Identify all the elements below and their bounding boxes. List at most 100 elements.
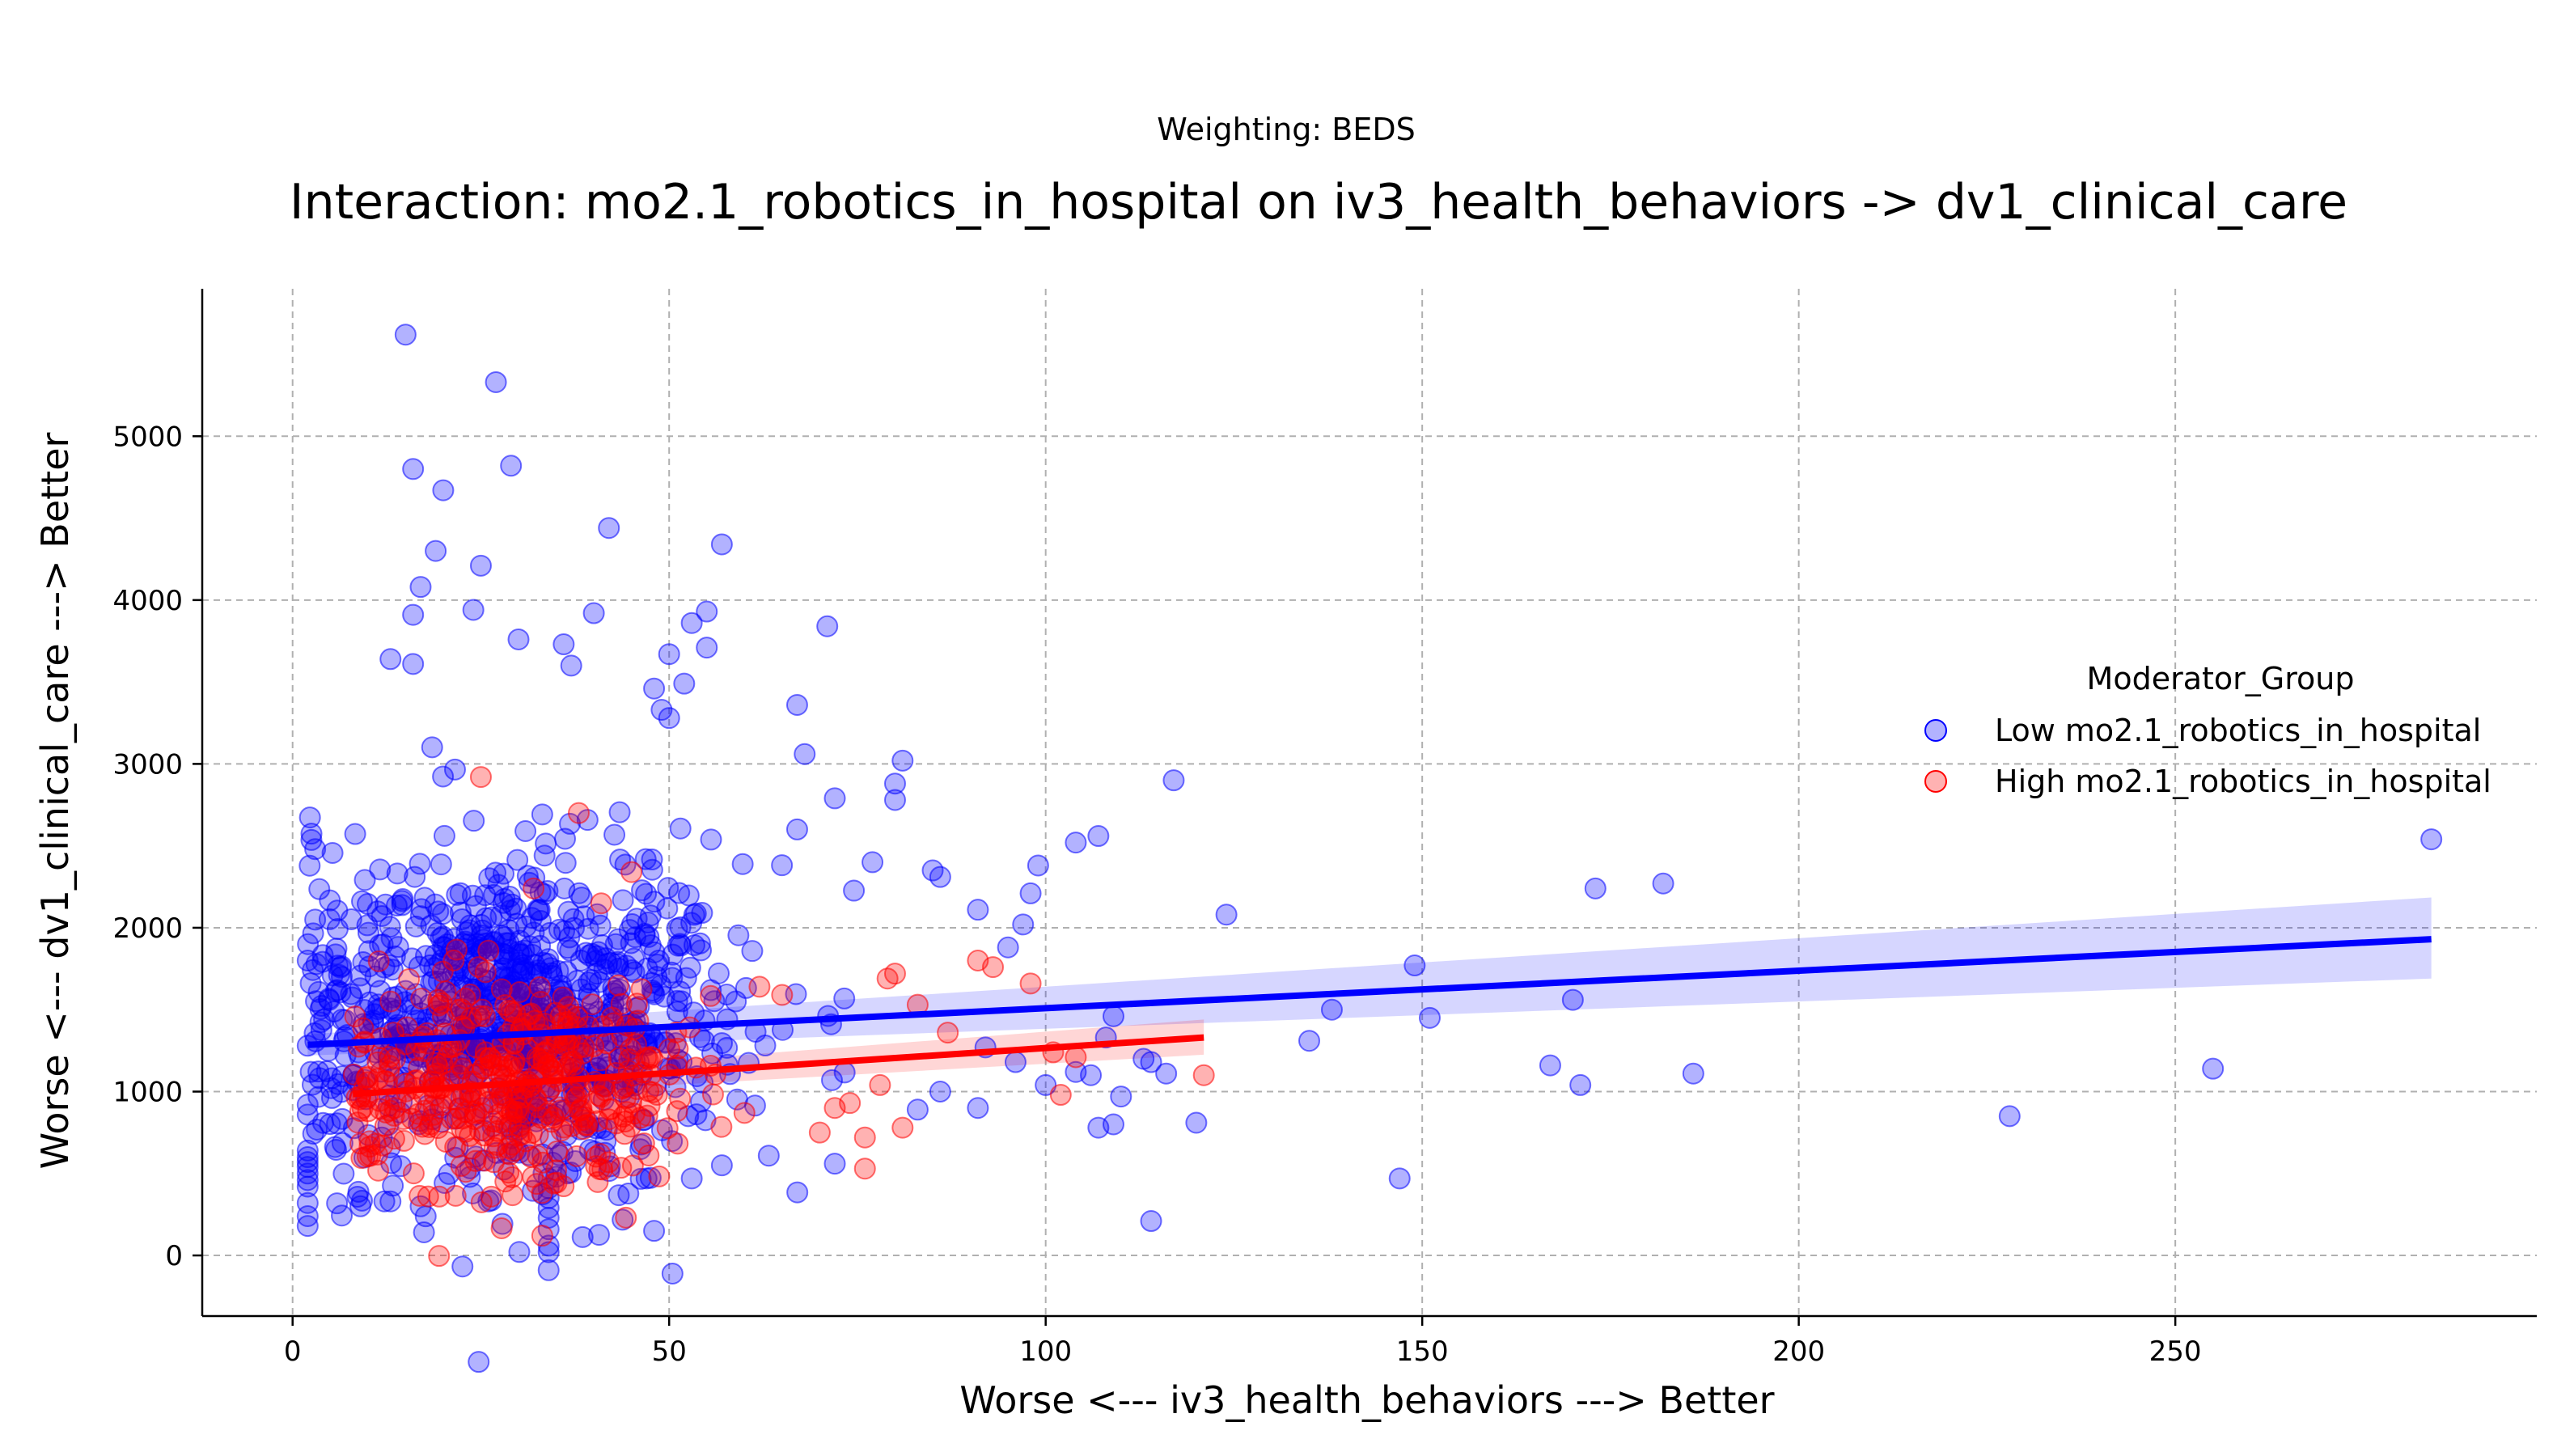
data-point-high — [1065, 1046, 1087, 1069]
data-point-high — [590, 892, 612, 915]
data-point-high — [400, 1093, 422, 1115]
data-point-low — [536, 879, 559, 902]
data-point-low — [603, 823, 626, 846]
data-point-high — [468, 955, 490, 978]
data-point-low — [296, 1215, 319, 1238]
data-point-low — [731, 853, 754, 875]
data-point-high — [367, 950, 390, 972]
data-point-low — [344, 823, 366, 845]
grid-lines — [202, 289, 2537, 1316]
data-point-low — [305, 990, 328, 1013]
x-tick-label: 200 — [1772, 1335, 1825, 1368]
x-tick-label: 50 — [652, 1335, 687, 1368]
data-point-high — [562, 1054, 585, 1077]
data-point-low — [1102, 1113, 1124, 1136]
data-point-low — [469, 554, 492, 577]
x-axis-ticks: 0 50 100 150 200 250 — [284, 1316, 2202, 1368]
data-point-low — [1087, 825, 1110, 848]
data-point-low — [533, 844, 556, 867]
data-point-high — [445, 938, 468, 961]
data-point-high — [455, 1161, 477, 1183]
data-point-low — [578, 971, 600, 994]
data-point-low — [967, 1097, 989, 1120]
data-point-low — [1065, 1060, 1087, 1083]
data-point-low — [669, 817, 692, 840]
data-point-low — [1140, 1051, 1162, 1073]
data-point-high — [427, 988, 450, 1011]
data-point-low — [319, 1113, 341, 1136]
axes — [201, 289, 2537, 1318]
data-point-low — [1012, 913, 1035, 936]
data-point-high — [490, 978, 513, 1001]
data-point-high — [597, 1108, 620, 1131]
data-point-high — [535, 1041, 557, 1064]
data-point-low — [696, 637, 718, 659]
data-point-high — [637, 1144, 660, 1166]
data-point-low — [1682, 1062, 1704, 1085]
data-point-low — [650, 699, 673, 722]
data-point-low — [929, 1081, 951, 1103]
data-point-high — [700, 984, 722, 1007]
data-point-low — [1998, 1105, 2021, 1128]
data-point-low — [296, 1151, 319, 1174]
data-point-low — [634, 848, 657, 870]
data-point-low — [608, 801, 631, 823]
data-point-low — [438, 1162, 460, 1185]
data-point-low — [326, 979, 349, 1001]
data-point-low — [330, 954, 353, 977]
data-point-low — [1539, 1054, 1561, 1077]
data-point-low — [643, 983, 666, 1005]
data-point-low — [331, 1008, 353, 1031]
data-point-high — [491, 1056, 514, 1078]
data-point-high — [477, 939, 500, 962]
data-point-high — [545, 1159, 568, 1182]
data-point-low — [680, 912, 703, 934]
data-point-low — [612, 889, 634, 912]
data-point-low — [679, 956, 701, 979]
data-point-low — [1185, 1111, 1208, 1134]
data-point-high — [531, 1225, 553, 1247]
data-point-low — [967, 899, 989, 921]
data-point-high — [444, 1184, 467, 1207]
data-point-low — [754, 1035, 777, 1057]
data-point-low — [906, 1098, 929, 1121]
data-point-high — [666, 1100, 688, 1123]
data-point-low — [326, 1192, 349, 1215]
data-point-low — [492, 862, 514, 885]
data-point-low — [296, 949, 319, 971]
data-point-low — [677, 1105, 700, 1128]
data-point-low — [349, 1195, 372, 1217]
data-point-high — [591, 1158, 614, 1181]
data-point-low — [666, 917, 688, 940]
data-point-low — [615, 954, 637, 977]
data-point-high — [669, 1087, 692, 1110]
data-point-low — [585, 950, 607, 972]
data-point-low — [1019, 882, 1042, 904]
data-point-low — [696, 600, 718, 623]
data-point-low — [785, 818, 808, 840]
data-point-low — [506, 849, 529, 871]
data-point-high — [552, 986, 574, 1009]
data-point-low — [394, 324, 417, 346]
data-point-low — [537, 1218, 560, 1241]
data-point-low — [661, 967, 684, 989]
regression-lines — [307, 936, 2432, 1098]
legend-title: Moderator_Group — [2087, 661, 2355, 696]
data-point-high — [379, 990, 402, 1013]
data-point-high — [383, 1048, 406, 1070]
data-point-low — [451, 1255, 474, 1278]
data-point-high — [417, 1185, 439, 1208]
data-point-low — [643, 1220, 666, 1242]
data-point-low — [658, 707, 680, 730]
data-point-low — [2420, 828, 2443, 851]
data-point-high — [509, 1115, 531, 1138]
data-point-high — [567, 802, 590, 824]
data-point-low — [489, 904, 512, 927]
data-point-low — [771, 854, 794, 877]
data-point-low — [582, 602, 605, 624]
data-point-high — [491, 1086, 514, 1109]
y-tick-label: 0 — [165, 1240, 183, 1272]
data-point-high — [610, 993, 633, 1015]
data-point-high — [808, 1121, 831, 1144]
